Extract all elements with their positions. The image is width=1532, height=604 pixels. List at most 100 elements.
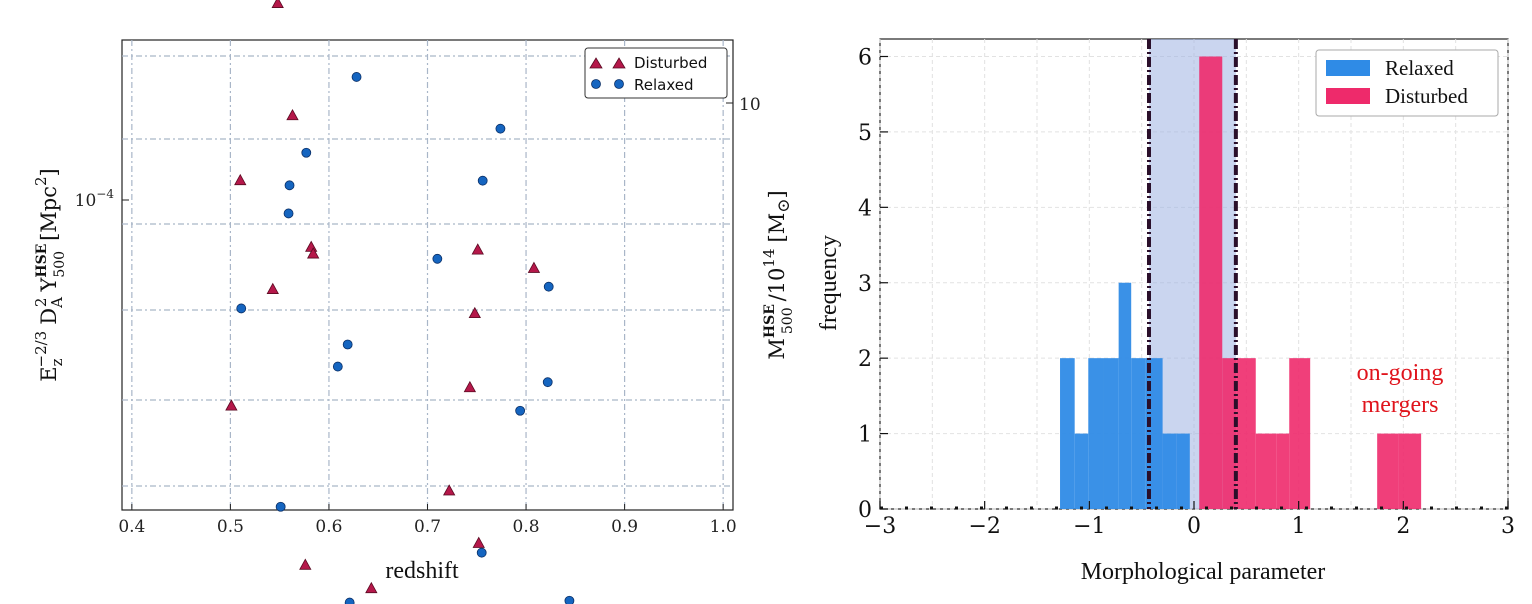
disturbed-bar	[1255, 433, 1277, 509]
disturbed-point	[463, 380, 477, 393]
disturbed-point	[286, 108, 299, 121]
disturbed-point	[234, 173, 247, 186]
disturbed-bar	[1276, 433, 1290, 509]
relaxed-point	[542, 377, 553, 388]
disturbed-bar	[1199, 56, 1223, 509]
legend-circle-marker	[591, 79, 601, 89]
legend-label-relaxed: Relaxed	[634, 76, 694, 94]
x-tick-label: 0.8	[513, 517, 540, 537]
disturbed-point	[271, 0, 284, 8]
y-tick-label-right: 10	[739, 95, 761, 115]
relaxed-point	[275, 501, 286, 512]
x-tick-label: 0	[1187, 514, 1201, 539]
disturbed-bar	[1398, 433, 1422, 509]
relaxed-bar	[1145, 358, 1163, 509]
scatter-x-axis-label: redshift	[385, 558, 459, 584]
scatter-x-ticks: 0.4 0.5 0.6 0.7 0.8 0.9 1.0	[118, 504, 737, 537]
relaxed-point	[495, 123, 506, 134]
relaxed-bar	[1162, 433, 1177, 509]
histogram-grid	[879, 39, 1509, 510]
scatter-legend: Disturbed Relaxed	[584, 47, 728, 99]
legend-swatch-relaxed	[1326, 60, 1370, 76]
y-tick-label: 2	[858, 347, 872, 372]
relaxed-point	[301, 147, 312, 158]
disturbed-point	[443, 484, 456, 496]
histogram-legend: Relaxed Disturbed	[1315, 49, 1499, 117]
x-tick-label: 0.6	[315, 517, 342, 537]
relaxed-point	[515, 405, 526, 416]
legend-label-relaxed-hist: Relaxed	[1385, 56, 1454, 80]
y-tick-label: 3	[858, 272, 872, 297]
relaxed-bar	[1176, 433, 1190, 509]
relaxed-bar	[1118, 282, 1132, 509]
x-tick-label: 1	[1292, 514, 1306, 539]
legend-triangle-marker	[589, 57, 603, 69]
disturbed-point	[225, 399, 238, 411]
threshold-lines	[1146, 39, 1238, 509]
disturbed-point	[468, 306, 481, 319]
relaxed-point	[543, 281, 554, 292]
x-tick-label: 0.4	[118, 517, 145, 537]
histogram-y-axis-label: frequency	[816, 235, 842, 331]
relaxed-point	[342, 339, 353, 350]
disturbed-point	[299, 558, 312, 570]
disturbed-point	[307, 247, 320, 259]
relaxed-point	[564, 595, 575, 604]
relaxed-point	[476, 547, 487, 558]
relaxed-point	[284, 180, 295, 191]
scatter-grid	[122, 40, 733, 510]
y-tick-label: 4	[858, 196, 872, 221]
x-tick-label: 2	[1396, 514, 1410, 539]
scatter-y-axis-label: Ez−2/3DA2YHSE 500[Mpc2]	[32, 168, 68, 381]
relaxed-point	[236, 303, 247, 314]
relaxed-bar	[1060, 358, 1075, 509]
y-tick-label: 0	[858, 498, 872, 523]
relaxed-point	[351, 72, 362, 82]
x-tick-label: −2	[968, 514, 1000, 539]
annotation-line-2: mergers	[1362, 392, 1439, 418]
legend-circle-marker	[614, 79, 624, 89]
disturbed-bar	[1222, 358, 1237, 509]
x-tick-label: −3	[864, 514, 896, 539]
y-tick-label: 1	[858, 423, 872, 448]
scatter-panel: 0.4 0.5 0.6 0.7 0.8 0.9 1.0 10−4 10 Disturbed …	[32, 0, 796, 604]
disturbed-bar	[1236, 358, 1256, 509]
y-tick-label: 6	[858, 46, 872, 71]
legend-swatch-disturbed	[1326, 88, 1370, 104]
relaxed-point	[344, 597, 355, 604]
relaxed-bar	[1103, 358, 1119, 509]
annotation-line-1: on-going	[1357, 360, 1444, 386]
x-tick-label: 0.9	[611, 517, 638, 537]
scatter-marks	[225, 0, 575, 604]
disturbed-point	[527, 261, 541, 273]
relaxed-point	[477, 175, 488, 186]
scatter-right-axis-label: MHSE 500/1014[M⊙]	[760, 190, 796, 359]
relaxed-bar	[1088, 358, 1104, 509]
relaxed-bar	[1074, 433, 1089, 509]
x-tick-label: 1.0	[710, 517, 737, 537]
x-tick-label: −1	[1073, 514, 1105, 539]
histogram-panel: −3 −2 −1 0 1 2 3 0 1 2 3 4 5 6 Relaxed Disturbed on-g…	[816, 38, 1515, 585]
disturbed-bar	[1377, 433, 1399, 509]
x-tick-label: 3	[1501, 514, 1515, 539]
x-tick-label: 0.5	[217, 517, 244, 537]
histogram-bars	[1060, 56, 1422, 509]
legend-triangle-marker	[612, 57, 626, 69]
x-tick-label: 0.7	[414, 517, 441, 537]
disturbed-point	[365, 581, 378, 594]
legend-label-disturbed: Disturbed	[634, 54, 707, 72]
relaxed-bar	[1131, 358, 1146, 509]
relaxed-point	[283, 208, 294, 219]
disturbed-point	[472, 536, 485, 548]
disturbed-bar	[1289, 358, 1311, 509]
legend-label-disturbed-hist: Disturbed	[1385, 84, 1468, 108]
disturbed-point	[266, 282, 279, 294]
disturbed-point	[471, 243, 484, 255]
relaxed-point	[332, 361, 343, 372]
relaxed-point	[432, 253, 443, 264]
histogram-ticks: −3 −2 −1 0 1 2 3 0 1 2 3 4 5 6	[858, 46, 1515, 540]
y-tick-label: 5	[858, 121, 872, 146]
histogram-x-axis-label: Morphological parameter	[1081, 559, 1326, 585]
y-tick-label-left: 10−4	[75, 187, 115, 211]
